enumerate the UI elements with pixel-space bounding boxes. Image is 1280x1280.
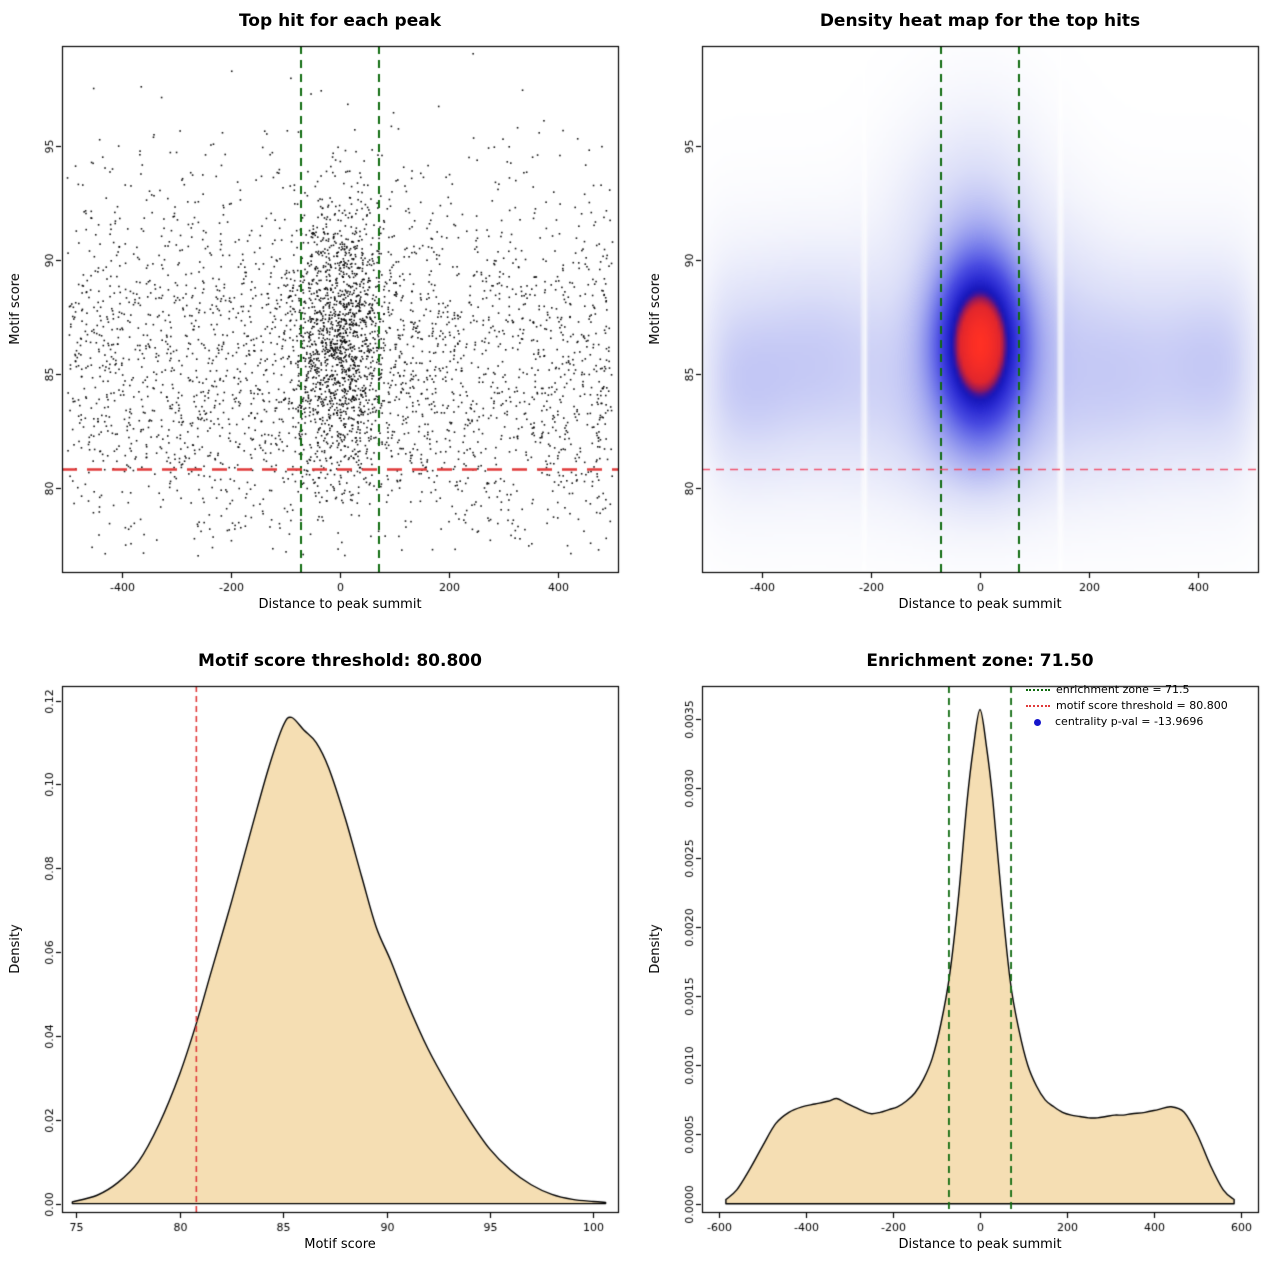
scatter-canvas bbox=[0, 0, 640, 640]
panel-distance-density: Enrichment zone: 71.50 Distance to peak … bbox=[640, 640, 1280, 1280]
legend-item-score-threshold: motif score threshold = 80.800 bbox=[1026, 698, 1228, 714]
blue-dot-icon bbox=[1034, 718, 1041, 726]
panel-density-heatmap: Density heat map for the top hits Distan… bbox=[640, 0, 1280, 640]
heatmap-canvas bbox=[640, 0, 1280, 640]
chart-title: Motif score threshold: 80.800 bbox=[198, 651, 482, 671]
x-axis-label: Distance to peak summit bbox=[898, 597, 1062, 612]
x-axis-label: Motif score bbox=[304, 1237, 376, 1252]
legend: enrichment zone = 71.5 motif score thres… bbox=[1026, 682, 1228, 730]
red-dotted-line-icon bbox=[1026, 705, 1050, 707]
chart-title: Top hit for each peak bbox=[238, 11, 442, 31]
y-axis-label: Density bbox=[648, 924, 663, 974]
legend-label: enrichment zone = 71.5 bbox=[1056, 683, 1190, 696]
y-axis-label: Density bbox=[8, 924, 23, 974]
chart-title: Density heat map for the top hits bbox=[819, 11, 1141, 31]
panel-motif-score-density: Motif score threshold: 80.800 Motif scor… bbox=[0, 640, 640, 1280]
green-dotted-line-icon bbox=[1026, 689, 1050, 691]
legend-label: centrality p-val = -13.9696 bbox=[1055, 715, 1204, 728]
panel-top-hit-scatter: Top hit for each peak Distance to peak s… bbox=[0, 0, 640, 640]
x-axis-label: Distance to peak summit bbox=[898, 1237, 1062, 1252]
y-axis-label: Motif score bbox=[8, 273, 23, 345]
y-axis-label: Motif score bbox=[648, 273, 663, 345]
distance-density-canvas bbox=[640, 640, 1280, 1280]
x-axis-label: Distance to peak summit bbox=[258, 597, 422, 612]
chart-title: Enrichment zone: 71.50 bbox=[866, 651, 1094, 671]
legend-item-centrality-pval: centrality p-val = -13.9696 bbox=[1026, 714, 1228, 730]
score-density-canvas bbox=[0, 640, 640, 1280]
legend-item-enrichment-zone: enrichment zone = 71.5 bbox=[1026, 682, 1228, 698]
legend-label: motif score threshold = 80.800 bbox=[1056, 699, 1228, 712]
